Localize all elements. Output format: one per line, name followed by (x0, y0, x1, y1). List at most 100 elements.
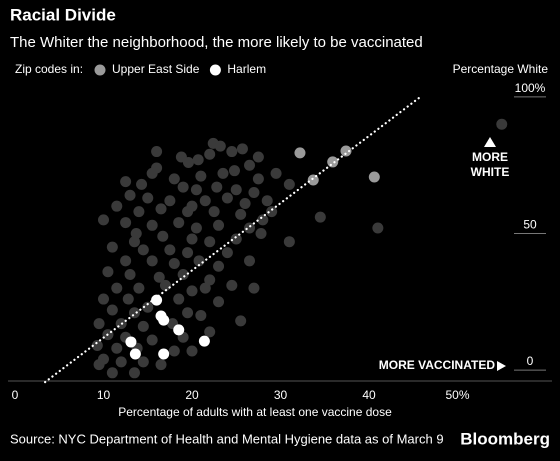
point (142, 301, 154, 313)
y-tick-label: 50 (523, 218, 537, 232)
point (217, 167, 229, 179)
point (106, 304, 118, 316)
brand: Bloomberg (460, 429, 550, 448)
point (226, 146, 238, 158)
point (93, 318, 105, 330)
point (133, 282, 145, 294)
point (213, 296, 225, 308)
point (266, 206, 278, 218)
annotation: WHITE (471, 165, 510, 179)
point (228, 165, 240, 177)
legend-marker (209, 64, 221, 76)
point (153, 271, 165, 283)
x-axis-label: Percentage of adults with at least one v… (118, 405, 392, 419)
point (193, 255, 205, 267)
x-tick-label: 40 (362, 388, 376, 402)
annotation: MORE (472, 150, 508, 164)
point (186, 233, 198, 245)
point (146, 334, 158, 346)
point (235, 208, 247, 220)
point (128, 236, 140, 248)
point (208, 206, 220, 218)
point (177, 181, 189, 193)
point (120, 255, 132, 267)
point (221, 247, 233, 259)
point (130, 228, 142, 239)
point (173, 324, 185, 336)
y-axis-label: Percentage White (453, 62, 549, 76)
y-tick-label: 0 (527, 354, 534, 368)
point (146, 255, 158, 267)
chart-title: Racial Divide (10, 5, 116, 24)
point (283, 236, 295, 248)
point (186, 345, 198, 357)
point (133, 206, 145, 218)
point (340, 145, 352, 157)
point (168, 173, 180, 185)
point (146, 219, 158, 231)
point (226, 279, 238, 291)
point (244, 159, 256, 171)
point (252, 151, 264, 163)
point (137, 356, 149, 368)
point (137, 320, 149, 332)
legend-marker (94, 64, 106, 76)
point (120, 176, 132, 188)
point (124, 189, 136, 201)
point (496, 118, 508, 130)
point (98, 214, 109, 226)
point (199, 282, 211, 294)
point (151, 294, 163, 306)
point (204, 148, 216, 160)
point (270, 167, 282, 179)
point (204, 326, 216, 338)
point (199, 195, 211, 207)
point (168, 258, 180, 270)
point (257, 214, 269, 226)
point (106, 367, 118, 379)
point (106, 241, 118, 253)
point (155, 359, 167, 371)
point (182, 247, 194, 259)
point (204, 236, 216, 248)
point (248, 282, 260, 294)
point (239, 197, 251, 209)
point (177, 268, 189, 280)
point (93, 359, 105, 371)
point (129, 348, 141, 360)
point (159, 279, 171, 291)
point (151, 146, 163, 158)
point (190, 222, 202, 234)
point (248, 187, 260, 199)
point (168, 345, 180, 357)
point (91, 339, 103, 351)
point (137, 244, 149, 256)
point (122, 293, 134, 305)
point (198, 335, 210, 347)
point (195, 309, 207, 321)
point (98, 293, 109, 305)
point (136, 178, 148, 190)
point (244, 255, 256, 267)
point (125, 336, 137, 348)
point (157, 230, 169, 242)
point (128, 307, 140, 319)
point (327, 156, 339, 168)
point (182, 156, 194, 168)
x-tick-label: 30 (274, 388, 288, 402)
point (230, 233, 242, 245)
point (146, 167, 158, 179)
arrow-up (484, 137, 496, 147)
point (211, 181, 223, 193)
x-tick-label: 0 (12, 388, 19, 402)
legend-label: Harlem (227, 62, 266, 76)
x-tick-label: 20 (185, 388, 199, 402)
point (128, 367, 140, 379)
point (158, 314, 170, 326)
source: Source: NYC Department of Health and Men… (10, 431, 444, 446)
point (111, 342, 123, 354)
point (158, 348, 170, 360)
legend-label: Upper East Side (112, 62, 200, 76)
